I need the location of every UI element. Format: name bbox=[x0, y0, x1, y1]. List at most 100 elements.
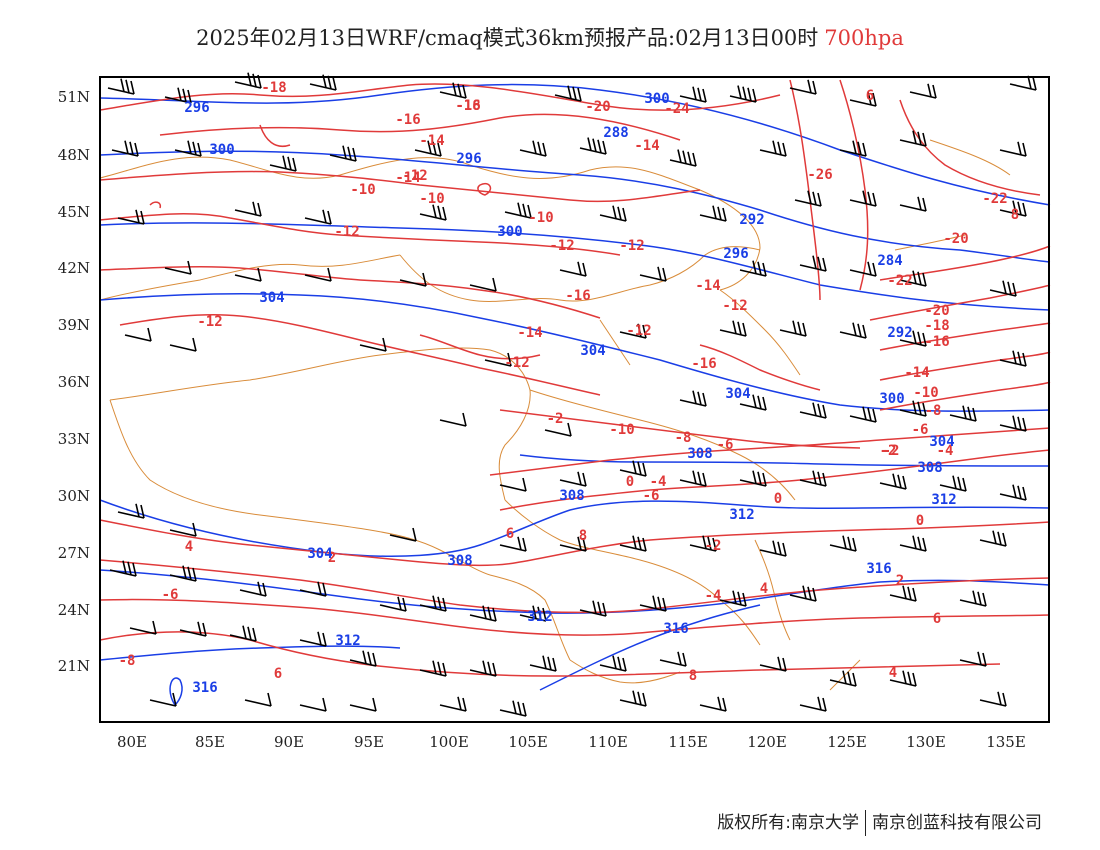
wind-barb bbox=[304, 209, 332, 225]
lon-label: 100E bbox=[429, 733, 469, 751]
wind-barb bbox=[484, 352, 512, 367]
temperature-label: -12 bbox=[197, 314, 222, 330]
wind-barb bbox=[519, 605, 547, 622]
temperature-label: -4 bbox=[937, 443, 954, 459]
height-label: 308 bbox=[917, 460, 942, 476]
wind-barb bbox=[499, 536, 527, 552]
wind-barb bbox=[519, 140, 547, 157]
wind-barb bbox=[999, 350, 1027, 367]
wind-barb bbox=[899, 535, 927, 552]
wind-barb bbox=[639, 266, 667, 282]
wind-barb bbox=[979, 691, 1007, 707]
temperature-label: -8 bbox=[119, 653, 136, 669]
wind-barb bbox=[169, 522, 197, 537]
temperature-label: 4 bbox=[889, 665, 897, 681]
temperature-label: -4 bbox=[650, 474, 667, 490]
temperature-label: -14 bbox=[695, 278, 720, 294]
temperature-label: -10 bbox=[350, 182, 375, 198]
wind-barb bbox=[849, 91, 877, 107]
wind-barb bbox=[559, 536, 587, 552]
wind-barb bbox=[349, 697, 377, 712]
wind-barb bbox=[899, 130, 927, 147]
wind-barb bbox=[719, 320, 747, 337]
temperature-label: -16 bbox=[691, 356, 716, 372]
wind-barb bbox=[299, 631, 327, 647]
temperature-label: 8 bbox=[1011, 207, 1019, 223]
temperature-label: 4 bbox=[185, 539, 193, 555]
height-label: 284 bbox=[877, 253, 902, 269]
temperature-label: -16 bbox=[395, 112, 420, 128]
wind-barb bbox=[679, 86, 707, 103]
temperature-label: -18 bbox=[261, 80, 286, 96]
wind-barb bbox=[419, 204, 447, 221]
temperature-label: -8 bbox=[675, 430, 692, 446]
title-main: 2025年02月13日WRF/cmaq模式36km预报产品:02月13日00时 bbox=[196, 26, 819, 50]
temperature-label: 2 bbox=[896, 573, 904, 589]
wind-barb bbox=[829, 670, 857, 687]
wind-barb bbox=[779, 320, 807, 337]
wind-barb bbox=[499, 700, 527, 717]
wind-barb bbox=[719, 590, 747, 607]
wind-barb bbox=[174, 140, 202, 157]
temperature-label: -24 bbox=[664, 101, 689, 117]
temperature-label: -6 bbox=[162, 587, 179, 603]
wind-barb bbox=[244, 692, 272, 707]
wind-barb bbox=[619, 460, 647, 477]
wind-barb bbox=[109, 560, 137, 577]
temperature-label: -12 bbox=[504, 355, 529, 371]
wind-barb bbox=[349, 650, 377, 667]
temperature-label: -16 bbox=[924, 334, 949, 350]
wind-barb bbox=[107, 78, 135, 95]
wind-barb bbox=[234, 201, 262, 217]
height-label: 296 bbox=[723, 246, 748, 262]
height-label: 300 bbox=[644, 91, 669, 107]
temperature-label: -2 bbox=[880, 443, 897, 459]
wind-barb bbox=[439, 82, 467, 99]
lon-label: 105E bbox=[508, 733, 548, 751]
temperature-label: -14 bbox=[634, 138, 659, 154]
temperature-label: 6 bbox=[933, 611, 941, 627]
wind-barb bbox=[739, 394, 767, 411]
temperature-label: -10 bbox=[609, 422, 634, 438]
wind-barb bbox=[849, 261, 877, 277]
wind-barb bbox=[299, 581, 327, 597]
temperature-label: -12 bbox=[402, 168, 427, 184]
temperature-label: -20 bbox=[585, 99, 610, 115]
lat-label: 36N bbox=[58, 373, 90, 391]
height-label: 304 bbox=[580, 343, 605, 359]
temperature-label: -14 bbox=[904, 365, 929, 381]
wind-barb bbox=[689, 535, 717, 552]
lon-label: 135E bbox=[986, 733, 1026, 751]
wind-barb bbox=[379, 596, 407, 612]
wind-barb bbox=[794, 190, 822, 207]
wind-barb bbox=[739, 470, 767, 487]
temperature-label: -6 bbox=[912, 422, 929, 438]
wind-barb bbox=[909, 83, 937, 99]
height-contours bbox=[99, 83, 1051, 706]
lat-label: 33N bbox=[58, 430, 90, 448]
wind-barb bbox=[544, 422, 572, 437]
wind-barb bbox=[579, 137, 607, 155]
wind-barb bbox=[179, 621, 207, 637]
temperature-label: -18 bbox=[924, 318, 949, 334]
wind-barb bbox=[419, 660, 447, 677]
temperature-label: 8 bbox=[579, 528, 587, 544]
wind-barb bbox=[799, 470, 827, 487]
wind-barb bbox=[999, 141, 1027, 157]
wind-barb bbox=[309, 74, 337, 91]
height-label: 308 bbox=[447, 553, 472, 569]
temperature-label: -10 bbox=[419, 191, 444, 207]
height-label: 304 bbox=[725, 386, 750, 402]
height-label: 288 bbox=[603, 125, 628, 141]
temperature-label: 6 bbox=[866, 88, 874, 104]
temperature-label: 6 bbox=[274, 666, 282, 682]
height-label: 308 bbox=[687, 446, 712, 462]
wind-barb bbox=[799, 255, 827, 272]
temperature-label: -10 bbox=[913, 385, 938, 401]
temperature-label: -14 bbox=[395, 170, 420, 186]
wind-barb bbox=[164, 260, 192, 275]
temperature-label: 6 bbox=[506, 526, 514, 542]
wind-barb bbox=[989, 280, 1017, 297]
wind-barb bbox=[699, 696, 727, 712]
wind-barb bbox=[359, 337, 387, 352]
